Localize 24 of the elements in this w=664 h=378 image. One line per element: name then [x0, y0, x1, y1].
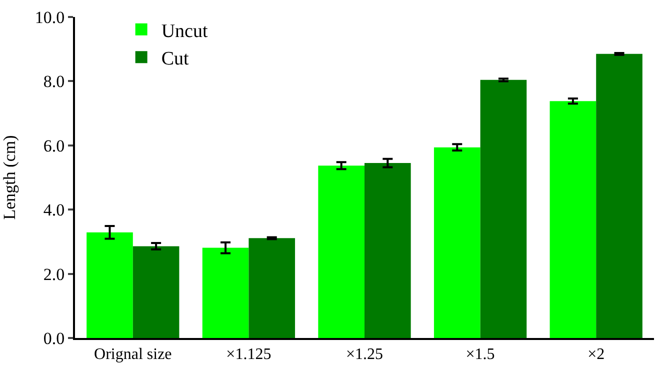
bar	[434, 147, 480, 338]
y-tick-label: 6.0	[43, 136, 65, 156]
y-tick-label: 2.0	[43, 264, 65, 284]
x-tick-label: ×2	[588, 346, 605, 364]
y-axis-title: Length (cm)	[0, 135, 19, 220]
bar	[86, 232, 133, 338]
y-tick-label: 4.0	[43, 200, 65, 220]
x-tick-label: ×1.5	[466, 346, 495, 364]
y-tick-label: 10.0	[34, 8, 65, 27]
x-tick-label: Orignal size	[94, 346, 172, 364]
bar	[480, 80, 527, 338]
legend-label: Uncut	[161, 20, 208, 42]
bar	[132, 246, 180, 338]
x-tick-label: ×1.25	[346, 346, 384, 364]
x-tick-label: ×1.125	[226, 346, 272, 364]
bar	[248, 238, 296, 338]
bar	[596, 54, 642, 338]
bar	[318, 166, 364, 338]
bar	[550, 101, 596, 338]
y-tick-label: 0.0	[43, 328, 65, 348]
bar	[364, 163, 411, 338]
bar	[202, 248, 249, 338]
legend-label: Cut	[161, 48, 190, 70]
y-tick-label: 8.0	[43, 72, 65, 92]
